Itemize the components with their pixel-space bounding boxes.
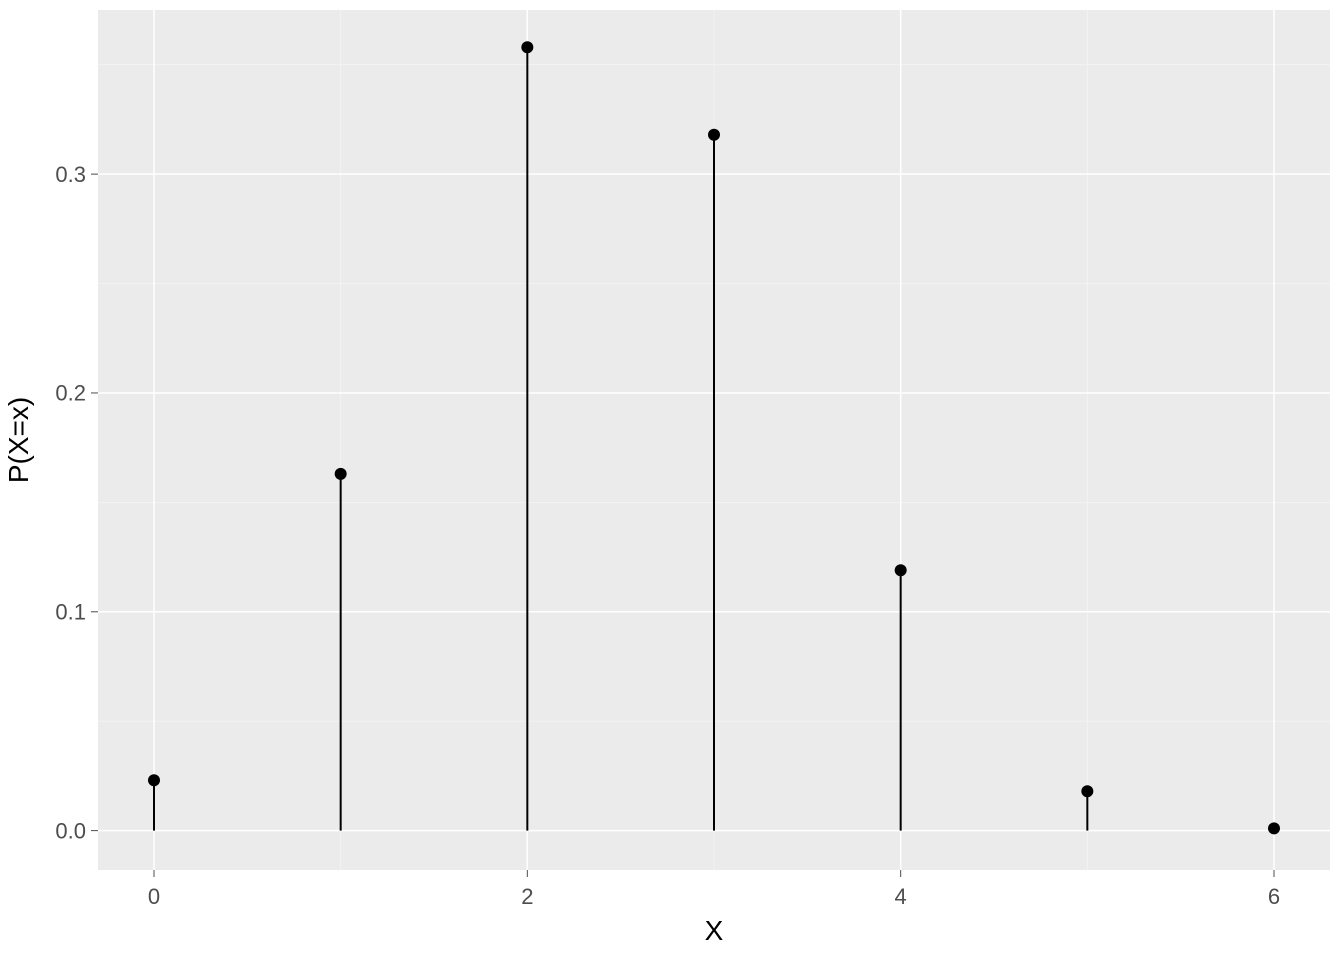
point-0 (148, 774, 160, 786)
y-tick-label: 0.0 (55, 818, 86, 843)
point-2 (521, 41, 533, 53)
point-1 (335, 468, 347, 480)
point-5 (1081, 785, 1093, 797)
y-tick-label: 0.3 (55, 162, 86, 187)
point-3 (708, 129, 720, 141)
x-tick-label: 0 (148, 884, 160, 909)
y-axis: 0.0 0.1 0.2 0.3 (55, 162, 98, 843)
chart-container: { "chart": { "type": "stem", "width": 13… (0, 0, 1344, 960)
x-axis-title: X (705, 915, 724, 946)
x-tick-label: 6 (1268, 884, 1280, 909)
y-axis-title: P(X=x) (3, 397, 34, 483)
probability-stem-chart: 0 2 4 6 0.0 0.1 0.2 0.3 X P(X=x) (0, 0, 1344, 960)
point-4 (895, 564, 907, 576)
y-tick-label: 0.1 (55, 599, 86, 624)
point-6 (1268, 822, 1280, 834)
x-axis: 0 2 4 6 (148, 870, 1280, 909)
x-tick-label: 4 (895, 884, 907, 909)
y-tick-label: 0.2 (55, 381, 86, 406)
x-tick-label: 2 (521, 884, 533, 909)
